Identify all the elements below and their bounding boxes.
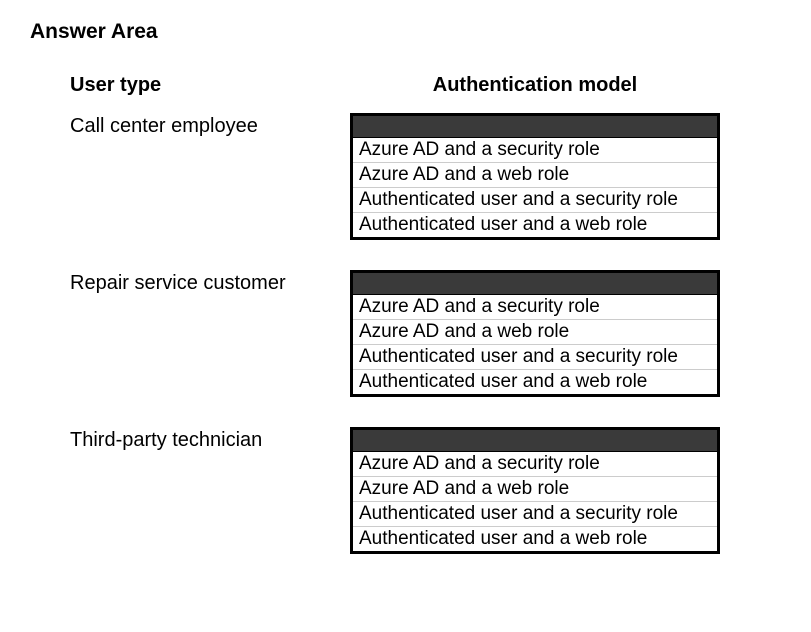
dropdown-option[interactable]: Azure AD and a security role [353,452,717,477]
dropdown-option[interactable]: Authenticated user and a web role [353,213,717,237]
user-type-label: Third-party technician [70,427,350,452]
dropdown-option[interactable]: Azure AD and a security role [353,295,717,320]
user-type-label: Call center employee [70,113,350,138]
auth-model-dropdown[interactable]: Azure AD and a security role Azure AD an… [350,427,720,554]
row-repair-service-customer: Repair service customer Azure AD and a s… [70,270,791,397]
column-header-auth-model: Authentication model [350,74,720,97]
dropdown-option[interactable]: Azure AD and a web role [353,320,717,345]
dropdown-selected-bar[interactable] [353,116,717,138]
dropdown-option[interactable]: Azure AD and a web role [353,477,717,502]
auth-model-dropdown[interactable]: Azure AD and a security role Azure AD an… [350,113,720,240]
header-row: User type Authentication model [70,74,791,97]
auth-model-dropdown[interactable]: Azure AD and a security role Azure AD an… [350,270,720,397]
dropdown-selected-bar[interactable] [353,430,717,452]
dropdown-option[interactable]: Authenticated user and a web role [353,370,717,394]
dropdown-option[interactable]: Azure AD and a security role [353,138,717,163]
dropdown-option[interactable]: Authenticated user and a web role [353,527,717,551]
dropdown-option[interactable]: Azure AD and a web role [353,163,717,188]
content-area: User type Authentication model Call cent… [30,74,791,554]
row-third-party-technician: Third-party technician Azure AD and a se… [70,427,791,554]
dropdown-option[interactable]: Authenticated user and a security role [353,502,717,527]
column-header-user-type: User type [70,74,350,97]
dropdown-option[interactable]: Authenticated user and a security role [353,188,717,213]
dropdown-selected-bar[interactable] [353,273,717,295]
user-type-label: Repair service customer [70,270,350,295]
page-title: Answer Area [30,20,791,44]
dropdown-option[interactable]: Authenticated user and a security role [353,345,717,370]
row-call-center-employee: Call center employee Azure AD and a secu… [70,113,791,240]
